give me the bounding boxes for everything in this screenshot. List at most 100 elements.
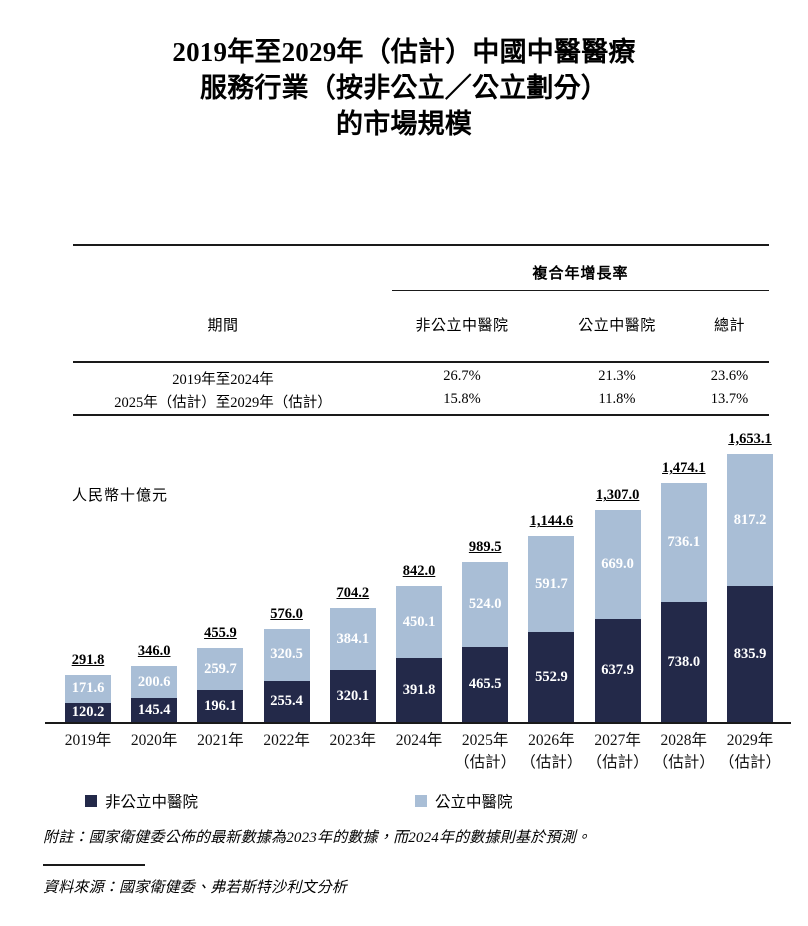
footnote-divider	[43, 864, 145, 866]
bar-column[interactable]: 842.0 450.1 391.8	[396, 563, 442, 722]
bar-segment-value: 450.1	[402, 613, 436, 630]
bar-segment-nonpublic[interactable]: 835.9	[727, 586, 773, 722]
bar-column[interactable]: 346.0 200.6 145.4	[131, 643, 178, 722]
x-axis-label-year: 2026年	[528, 732, 575, 749]
page-title-line-3: 的市場規模	[336, 109, 472, 139]
bar-total-label: 842.0	[402, 562, 436, 579]
table-cell-period: 2019年至2024年	[172, 372, 274, 388]
x-axis-label: 2029年 （估計）	[715, 730, 785, 774]
page-title-line-1: 2019年至2029年（估計）中國中醫醫療	[172, 37, 636, 67]
bar-column[interactable]: 1,653.1 817.2 835.9	[727, 431, 773, 722]
table-cell-nonpublic: 26.7%	[443, 368, 481, 384]
x-axis-label: 2027年 （估計）	[583, 730, 653, 774]
x-axis-label-estimate: （估計）	[454, 754, 517, 771]
legend-swatch-icon	[85, 795, 97, 807]
bar-segment-value: 320.5	[270, 646, 303, 663]
table-row: 2025年（估計）至2029年（估計） 15.8% 11.8% 13.7%	[73, 391, 769, 414]
bar-segment-public[interactable]: 450.1	[396, 585, 442, 659]
x-axis-label-year: 2027年	[594, 732, 641, 749]
bar-segment-nonpublic[interactable]: 145.4	[131, 698, 178, 722]
bar-segment-nonpublic[interactable]: 120.2	[65, 702, 111, 722]
bar-segment-public[interactable]: 320.5	[263, 628, 310, 681]
bar-total-label: 1,653.1	[728, 431, 772, 448]
page-title-line-2: 服務行業（按非公立／公立劃分）	[200, 73, 608, 103]
bar-segment-value: 196.1	[204, 697, 237, 714]
bar-segment-value: 200.6	[137, 673, 171, 690]
bar-segment-public[interactable]: 384.1	[329, 607, 376, 671]
bar-segment-public[interactable]: 591.7	[528, 536, 575, 633]
bar-segment-value: 738.0	[667, 653, 701, 670]
chart-x-axis-line	[45, 722, 791, 724]
bar-column[interactable]: 576.0 320.5 255.4	[263, 606, 310, 722]
bar-column[interactable]: 1,144.6 591.7 552.9	[528, 513, 575, 722]
x-axis-label-estimate: （估計）	[718, 754, 781, 771]
x-axis-label-year: 2020年	[130, 732, 178, 749]
bar-total-label: 346.0	[137, 642, 171, 659]
legend-item-nonpublic[interactable]: 非公立中醫院	[85, 790, 198, 812]
bar-column[interactable]: 455.9 259.7 196.1	[197, 625, 244, 722]
bar-segment-value: 817.2	[733, 512, 767, 528]
bar-segment-public[interactable]: 669.0	[594, 510, 641, 619]
bar-segment-public[interactable]: 736.1	[660, 483, 707, 603]
table-rule-bottom	[73, 414, 769, 416]
page-title: 2019年至2029年（估計）中國中醫醫療 服務行業（按非公立／公立劃分） 的市…	[0, 34, 808, 142]
x-axis-label-year: 2019年	[64, 732, 112, 749]
bar-total-label: 576.0	[270, 605, 303, 622]
bar-segment-value: 320.1	[336, 687, 370, 704]
legend-label: 非公立中醫院	[105, 794, 199, 811]
table-rule-top	[73, 244, 769, 246]
bar-segment-value: 835.9	[733, 645, 767, 662]
legend-label: 公立中醫院	[435, 794, 513, 811]
bar-segment-value: 736.1	[667, 534, 701, 551]
bar-segment-value: 145.4	[137, 701, 171, 718]
bar-segment-public[interactable]: 200.6	[131, 665, 178, 699]
table-rule-mid	[73, 361, 769, 363]
table-cell-period: 2025年（估計）至2029年（估計）	[114, 395, 332, 411]
x-axis-label: 2023年	[318, 730, 388, 752]
x-axis-label-year: 2021年	[197, 732, 244, 749]
bar-segment-public[interactable]: 171.6	[65, 674, 111, 703]
legend-swatch-icon	[415, 795, 427, 807]
bar-segment-value: 171.6	[71, 680, 105, 697]
bar-column[interactable]: 291.8 171.6 120.2	[65, 652, 111, 722]
bar-segment-nonpublic[interactable]: 738.0	[660, 602, 707, 722]
bar-segment-value: 524.0	[468, 595, 502, 612]
x-axis-label: 2024年	[384, 730, 454, 752]
cagr-table: 複合年增長率 期間 非公立中醫院 公立中醫院 總計 2019年至2024年 26…	[73, 244, 769, 416]
x-axis-label-year: 2022年	[263, 732, 310, 749]
table-header-period: 期間	[207, 318, 239, 334]
chart-unit-label: 人民幣十億元	[72, 488, 169, 504]
bar-segment-value: 637.9	[601, 662, 634, 679]
cagr-span-header: 複合年增長率	[532, 266, 629, 282]
bar-segment-nonpublic[interactable]: 465.5	[462, 646, 509, 722]
x-axis-label: 2020年	[119, 730, 189, 752]
x-axis-label-year: 2029年	[726, 732, 774, 749]
chart-source: 資料來源：國家衛健委、弗若斯特沙利文分析	[43, 880, 348, 896]
bar-segment-nonpublic[interactable]: 320.1	[329, 670, 376, 722]
bar-segment-nonpublic[interactable]: 552.9	[528, 632, 575, 722]
x-axis-label-estimate: （估計）	[586, 754, 649, 771]
bar-segment-nonpublic[interactable]: 255.4	[263, 680, 310, 722]
bar-total-label: 1,307.0	[595, 487, 640, 504]
bar-segment-public[interactable]: 259.7	[197, 648, 244, 691]
table-header-total: 總計	[713, 318, 745, 334]
legend-item-public[interactable]: 公立中醫院	[415, 790, 513, 812]
table-cell-public: 21.3%	[598, 368, 636, 384]
table-row: 2019年至2024年 26.7% 21.3% 23.6%	[73, 368, 769, 391]
bar-segment-public[interactable]: 524.0	[462, 561, 509, 647]
bar-segment-public[interactable]: 817.2	[727, 454, 773, 587]
bar-column[interactable]: 704.2 384.1 320.1	[329, 585, 376, 722]
bar-column[interactable]: 989.5 524.0 465.5	[462, 539, 509, 722]
bar-total-label: 1,144.6	[529, 513, 574, 530]
table-cell-total: 23.6%	[710, 368, 749, 384]
bar-column[interactable]: 1,474.1 736.1 738.0	[660, 460, 707, 722]
x-axis-label-year: 2023年	[329, 732, 377, 749]
bar-column[interactable]: 1,307.0 669.0 637.9	[594, 487, 641, 722]
bar-segment-value: 255.4	[270, 693, 303, 710]
x-axis-label-estimate: （估計）	[520, 754, 583, 771]
bar-segment-value: 669.0	[601, 556, 634, 573]
bar-segment-nonpublic[interactable]: 637.9	[594, 618, 641, 722]
table-cell-public: 11.8%	[598, 391, 636, 407]
bar-segment-nonpublic[interactable]: 391.8	[396, 658, 442, 722]
bar-segment-nonpublic[interactable]: 196.1	[197, 690, 244, 722]
